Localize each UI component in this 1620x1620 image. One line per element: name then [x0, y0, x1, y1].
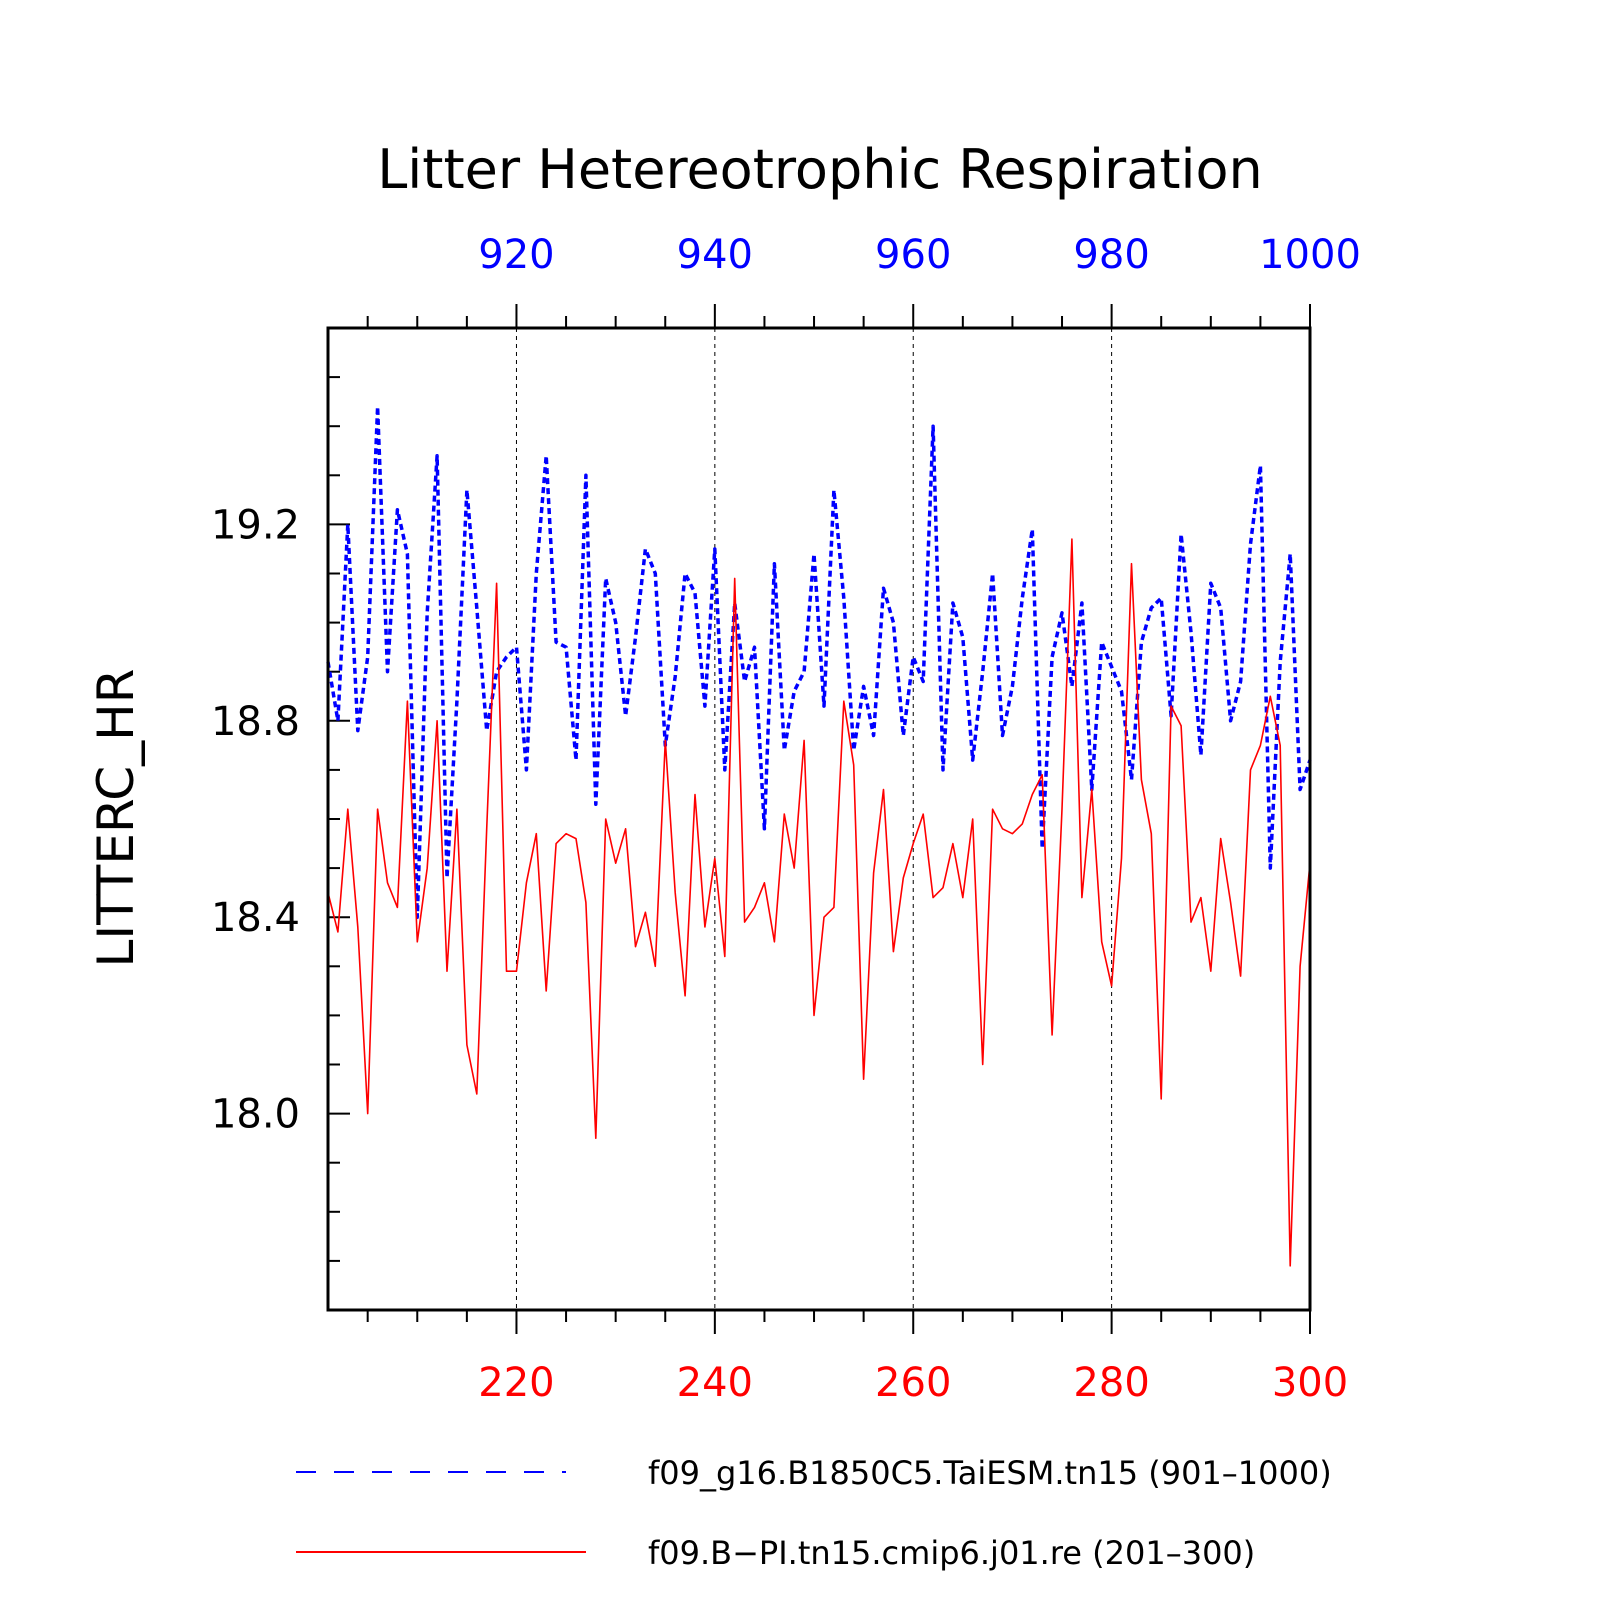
legend: f09_g16.B1850C5.TaiESM.tn15 (901–1000) f0…: [296, 1454, 1332, 1572]
bottom-x-tick-label: 260: [875, 1360, 951, 1406]
bottom-x-tick-label: 220: [478, 1360, 554, 1406]
top-x-tick-label: 940: [677, 232, 753, 278]
series-lines: [326, 404, 1312, 1267]
bottom-x-tick-label: 240: [677, 1360, 753, 1406]
top-x-tick-label: 1000: [1259, 232, 1361, 278]
grid-lines: [515, 328, 1113, 1310]
y-tick-label: 19.2: [211, 502, 300, 548]
series-line-1: [326, 404, 1312, 919]
plot-frame: [326, 326, 1312, 1312]
chart-title: Litter Hetereotrophic Respiration: [377, 138, 1263, 201]
y-tick-label: 18.4: [211, 895, 300, 941]
top-x-tick-label: 980: [1073, 232, 1149, 278]
series-line-2: [327, 538, 1311, 1267]
y-tick-label: 18.8: [211, 699, 300, 745]
y-tick-label: 18.0: [211, 1092, 300, 1138]
legend-label-1: f09_g16.B1850C5.TaiESM.tn15 (901–1000): [648, 1454, 1332, 1492]
legend-label-2: f09.B−PI.tn15.cmip6.j01.re (201–300): [648, 1534, 1255, 1572]
top-x-tick-label: 960: [875, 232, 951, 278]
y-axis-label: LITTERC_HR: [87, 669, 145, 968]
bottom-x-tick-label: 300: [1272, 1360, 1348, 1406]
top-x-tick-label: 920: [478, 232, 554, 278]
bottom-x-tick-label: 280: [1073, 1360, 1149, 1406]
axes: 18.0 18.4 18.8 19.2 920 940 960 980 1000 220 240 26…: [211, 232, 1361, 1406]
